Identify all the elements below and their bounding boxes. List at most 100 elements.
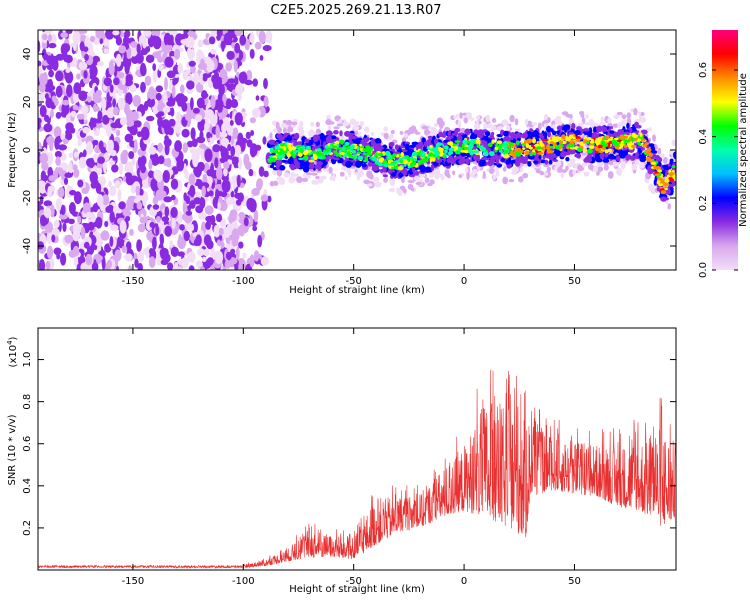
- spectrogram-core-blob: [316, 148, 322, 151]
- spectrogram-noise-blob: [225, 62, 232, 72]
- spectrogram-noise-blob: [187, 30, 196, 37]
- spectrogram-core-blob: [630, 137, 635, 142]
- spectrogram-halo-blob: [502, 166, 507, 172]
- spectrogram-core-blob: [335, 152, 340, 157]
- spectrogram-noise-blob: [164, 77, 168, 91]
- spectrogram-band-blob: [458, 159, 465, 165]
- spectrogram-noise-blob: [48, 42, 57, 49]
- spectrogram-core-blob: [496, 140, 503, 145]
- y-tick-label: 0: [22, 147, 33, 153]
- spectrogram-core-blob: [529, 152, 533, 157]
- spectrogram-halo-blob: [607, 117, 612, 124]
- spectrogram-core-blob: [461, 143, 465, 148]
- spectrogram-noise-blob: [39, 214, 48, 227]
- spectrogram-halo-blob: [399, 130, 404, 135]
- spectrogram-signal-track: [266, 108, 676, 210]
- spectrogram-core-blob: [397, 166, 404, 171]
- spectrogram-band-blob: [654, 154, 660, 160]
- spectrogram-noise-blob: [110, 149, 117, 157]
- spectrogram-band-blob: [478, 131, 484, 139]
- spectrogram-noise-blob: [62, 138, 69, 145]
- spectrogram-halo-blob: [276, 176, 283, 182]
- spectrogram-noise-blob: [45, 260, 51, 270]
- x-tick-label: 0: [461, 576, 467, 587]
- spectrogram-core-blob: [313, 154, 318, 161]
- spectrogram-noise-blob: [95, 89, 102, 97]
- spectrogram-noise-blob: [148, 170, 155, 179]
- spectrogram-core-blob: [488, 143, 493, 147]
- spectrogram-noise-blob: [43, 200, 53, 207]
- spectrogram-noise-blob: [248, 168, 254, 177]
- spectrogram-band-blob: [419, 141, 424, 149]
- spectrogram-band-blob: [398, 172, 404, 178]
- spectrogram-noise-blob: [109, 211, 115, 223]
- spectrogram-noise-blob: [108, 63, 115, 76]
- spectrogram-halo-blob: [497, 125, 503, 131]
- spectrogram-band-blob: [626, 122, 630, 129]
- spectrogram-halo-blob: [280, 123, 286, 129]
- spectrogram-noise-blob: [121, 149, 129, 158]
- spectrogram-core-blob: [620, 140, 624, 145]
- spectrogram-noise-blob: [50, 33, 57, 46]
- spectrogram-band-blob: [407, 169, 414, 174]
- spectrogram-halo-blob: [618, 168, 622, 176]
- spectrogram-noise-blob: [181, 101, 188, 112]
- spectrogram-halo-blob: [569, 114, 573, 119]
- spectrogram-halo-blob: [302, 172, 308, 179]
- spectrogram-noise-blob: [243, 153, 250, 167]
- spectrogram-noise-blob: [227, 143, 232, 152]
- spectrogram-noise-blob: [124, 64, 130, 75]
- spectrogram-noise-blob: [82, 126, 90, 134]
- spectrogram-core-blob: [648, 152, 653, 157]
- spectrogram-core-blob: [480, 146, 486, 152]
- spectrogram-noise-blob: [77, 137, 83, 147]
- spectrogram-noise-blob: [135, 185, 140, 196]
- spectrogram-noise-blob: [65, 122, 74, 131]
- spectrogram-halo-blob: [659, 153, 665, 159]
- figure-title: C2E5.2025.269.21.13.R07: [270, 3, 441, 18]
- spectrogram-core-blob: [601, 147, 607, 150]
- spectrogram-halo-blob: [608, 159, 614, 166]
- spectrogram-noise-blob: [53, 126, 62, 139]
- spectrogram-core-blob: [606, 142, 611, 148]
- spectrogram-noise-blob: [118, 161, 124, 175]
- spectrogram-band-blob: [284, 137, 290, 141]
- spectrogram-y-axis-label: Frequency (Hz): [7, 112, 18, 188]
- spectrogram-noise-blob: [89, 35, 96, 43]
- spectrogram-core-blob: [277, 151, 282, 155]
- spectrogram-halo-blob: [626, 112, 631, 119]
- spectrogram-core-blob: [448, 147, 455, 152]
- spectrogram-halo-blob: [283, 172, 290, 178]
- spectrogram-band-blob: [552, 159, 559, 162]
- spectrogram-core-blob: [286, 142, 293, 146]
- spectrogram-noise-blob: [148, 146, 157, 155]
- spectrogram-noise-blob: [145, 54, 155, 63]
- spectrogram-noise-blob: [159, 233, 164, 244]
- spectrogram-halo-blob: [330, 176, 334, 180]
- spectrogram-noise-blob: [193, 238, 200, 247]
- spectrogram-halo-blob: [544, 114, 548, 121]
- spectrogram-noise-blob: [72, 31, 81, 44]
- spectrogram-noise-blob: [201, 92, 209, 99]
- spectrogram-band-blob: [326, 130, 333, 136]
- spectrogram-noise-blob: [77, 179, 84, 188]
- spectrogram-noise-blob: [197, 161, 205, 172]
- spectrogram-noise-blob: [265, 30, 273, 44]
- spectrogram-halo-blob: [312, 180, 319, 185]
- spectrogram-noise-blob: [189, 184, 196, 198]
- spectrogram-halo-blob: [310, 121, 315, 127]
- colorbar-tick-label: 0.0: [698, 262, 709, 278]
- spectrogram-noise-blob: [162, 106, 171, 113]
- spectrogram-band-blob: [299, 162, 304, 168]
- spectrogram-noise-blob: [206, 240, 214, 250]
- spectrogram-noise-blob: [112, 98, 116, 108]
- spectrogram-noise-blob: [100, 97, 107, 111]
- spectrogram-noise-blob: [41, 162, 49, 171]
- spectrogram-core-blob: [532, 138, 536, 144]
- spectrogram-noise-blob: [49, 204, 55, 218]
- spectrogram-noise-blob: [86, 158, 93, 167]
- spectrogram-noise-blob: [102, 114, 110, 125]
- spectrogram-noise-blob: [61, 101, 70, 116]
- spectrogram-noise-blob: [76, 113, 85, 120]
- spectrogram-core-blob: [637, 141, 641, 146]
